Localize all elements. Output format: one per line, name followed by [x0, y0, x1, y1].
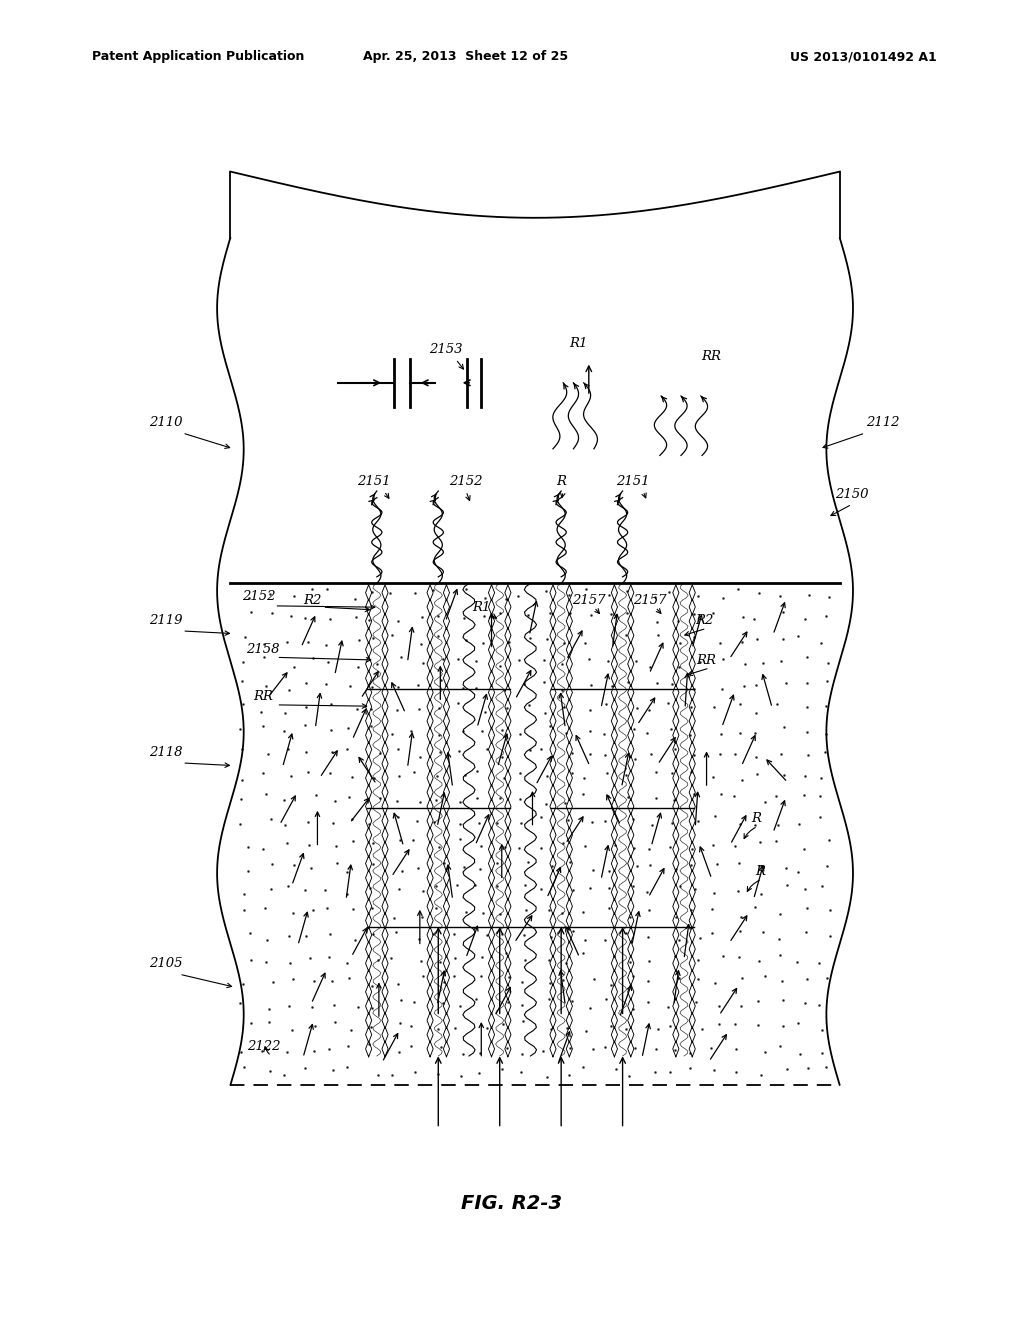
Text: Apr. 25, 2013  Sheet 12 of 25: Apr. 25, 2013 Sheet 12 of 25 [364, 50, 568, 63]
Text: 2118: 2118 [150, 746, 182, 759]
Text: 2158: 2158 [247, 643, 280, 656]
Text: 2122: 2122 [248, 1040, 281, 1053]
Text: RR: RR [253, 690, 273, 704]
Text: R: R [751, 812, 761, 825]
Text: 2150: 2150 [836, 488, 868, 502]
Text: Patent Application Publication: Patent Application Publication [92, 50, 304, 63]
Text: 2119: 2119 [150, 614, 182, 627]
Text: 2152: 2152 [450, 475, 482, 488]
Text: US 2013/0101492 A1: US 2013/0101492 A1 [791, 50, 937, 63]
Text: 2151: 2151 [616, 475, 649, 488]
Text: R1: R1 [472, 601, 490, 614]
Text: R: R [556, 475, 566, 488]
Text: 2105: 2105 [150, 957, 182, 970]
Text: 2151: 2151 [357, 475, 390, 488]
Text: RR: RR [696, 653, 717, 667]
Text: 2157: 2157 [572, 594, 605, 607]
Text: R2: R2 [695, 614, 714, 627]
Text: RR: RR [701, 350, 722, 363]
Text: 2153: 2153 [429, 343, 462, 356]
Text: R1: R1 [569, 337, 588, 350]
Text: R2: R2 [303, 594, 322, 607]
Text: 2157: 2157 [634, 594, 667, 607]
Text: 2112: 2112 [866, 416, 899, 429]
Text: 2152: 2152 [243, 590, 275, 603]
Text: FIG. R2-3: FIG. R2-3 [462, 1195, 562, 1213]
Text: 2110: 2110 [150, 416, 182, 429]
Text: R: R [755, 865, 765, 878]
